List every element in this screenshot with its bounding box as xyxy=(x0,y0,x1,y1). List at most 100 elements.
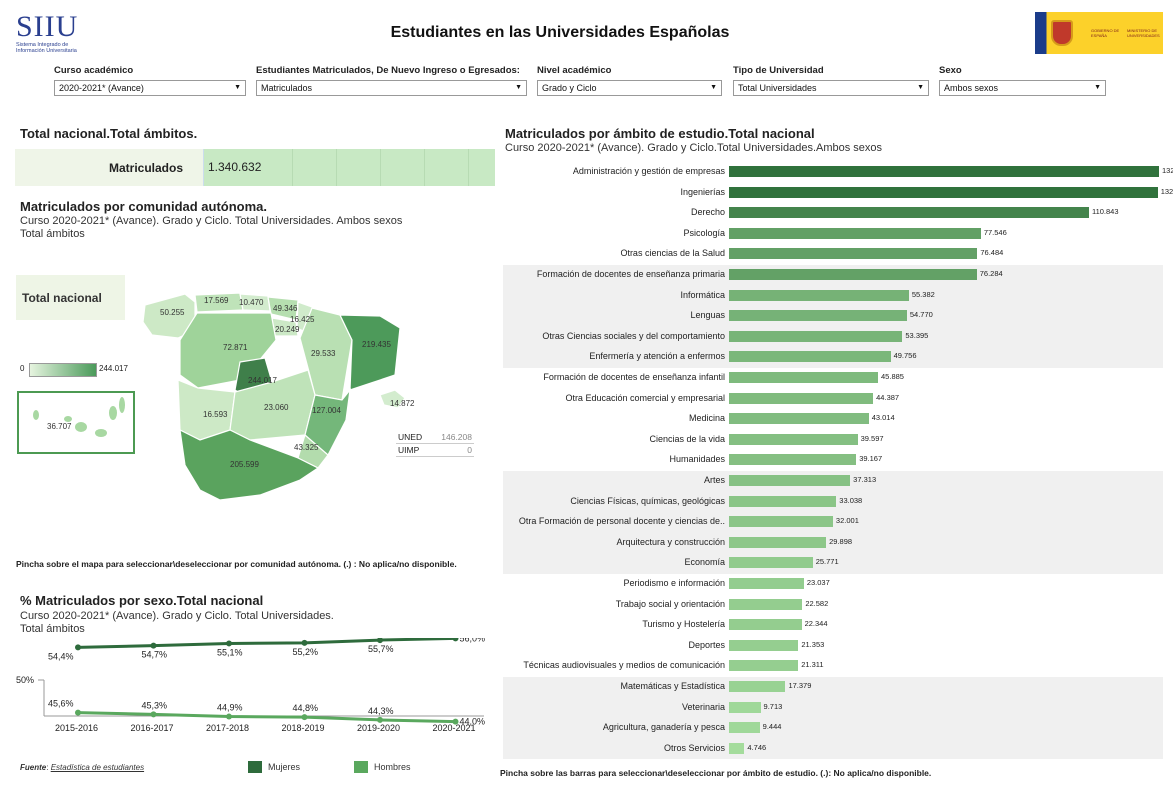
bar[interactable] xyxy=(729,495,837,507)
bar[interactable] xyxy=(729,310,907,322)
bar[interactable] xyxy=(729,186,1158,198)
uned-row[interactable]: UNED 146.208 xyxy=(396,431,474,444)
legend-mujeres[interactable]: Mujeres xyxy=(248,761,300,773)
bar-row[interactable]: Informática 55.382 xyxy=(503,285,1163,307)
bar[interactable] xyxy=(729,392,874,404)
bar[interactable] xyxy=(729,351,891,363)
sex-subtitle-2: Total ámbitos xyxy=(20,623,85,635)
total-value: 1.340.632 xyxy=(208,160,262,174)
bar-row[interactable]: Humanidades 39.167 xyxy=(503,450,1163,471)
x-tick-label: 2015-2016 xyxy=(55,723,98,733)
total-row[interactable]: Matriculados 1.340.632 xyxy=(15,149,495,186)
bar-category-label: Turismo y Hostelería xyxy=(642,619,725,630)
map-subtitle: Curso 2020-2021* (Avance). Grado y Ciclo… xyxy=(20,215,403,227)
bar-row[interactable]: Derecho 110.843 xyxy=(503,203,1163,224)
bar[interactable] xyxy=(729,598,803,610)
bar[interactable] xyxy=(729,248,978,260)
source-link[interactable]: Estadística de estudiantes xyxy=(50,763,145,772)
bar-value-label: 32.001 xyxy=(835,516,859,526)
bar-category-label: Ingenierías xyxy=(680,186,725,197)
tipo-universidad-value: Total Universidades xyxy=(738,83,817,93)
sexo-select[interactable]: Ambos sexos ▼ xyxy=(939,80,1106,96)
bar-category-label: Otra Educación comercial y empresarial xyxy=(565,392,725,403)
bar-row[interactable]: Turismo y Hostelería 22.344 xyxy=(503,615,1163,636)
region-canarias[interactable]: 36.707 xyxy=(17,391,135,454)
bar-category-label: Lenguas xyxy=(690,310,725,321)
curso-select[interactable]: 2020-2021* (Avance) ▼ xyxy=(54,80,246,96)
map-total-button[interactable]: Total nacional xyxy=(16,275,125,320)
bar-row[interactable]: Administración y gestión de empresas 132.… xyxy=(503,162,1173,183)
bar[interactable] xyxy=(729,578,804,589)
x-tick-label: 2017-2018 xyxy=(206,723,249,733)
uimp-label: UIMP xyxy=(398,445,420,455)
map-title: Matriculados por comunidad autónoma. xyxy=(20,199,268,214)
bar-row[interactable]: Otra Educación comercial y empresarial 44… xyxy=(503,389,1163,410)
bar-row[interactable]: Trabajo social y orientación 22.582 xyxy=(503,595,1163,616)
bar-row[interactable]: Ciencias de la vida 39.597 xyxy=(503,430,1163,451)
bar[interactable] xyxy=(729,722,760,734)
bar[interactable] xyxy=(729,227,981,239)
bar-value-label: 76.484 xyxy=(980,248,1004,258)
bar-row[interactable]: Periodismo e información 23.037 xyxy=(503,574,1163,595)
bar-value-label: 39.597 xyxy=(860,433,884,443)
bar[interactable] xyxy=(729,166,1159,177)
bar-row[interactable]: Ciencias Físicas, químicas, geológicas 33… xyxy=(503,491,1163,513)
region-paisvasco[interactable] xyxy=(267,296,299,321)
bar-row[interactable]: Veterinaria 9.713 xyxy=(503,697,1163,719)
bar-value-label: 21.353 xyxy=(801,639,825,649)
point-hombres xyxy=(377,716,383,723)
region-cataluna[interactable] xyxy=(339,314,401,391)
legend-hombres[interactable]: Hombres xyxy=(354,761,411,773)
bar-row[interactable]: Técnicas audiovisuales y medios de comun… xyxy=(503,656,1163,677)
bar-value-label: 55.382 xyxy=(911,289,935,299)
bar[interactable] xyxy=(729,289,909,301)
bar-row[interactable]: Arquitectura y construcción 29.898 xyxy=(503,532,1163,554)
bar[interactable] xyxy=(729,330,903,342)
bar-row[interactable]: Matemáticas y Estadística 17.379 xyxy=(503,677,1163,698)
bar[interactable] xyxy=(729,475,851,486)
bar-row[interactable]: Economía 25.771 xyxy=(503,553,1163,574)
sex-title: % Matriculados por sexo.Total nacional xyxy=(20,593,264,608)
uimp-row[interactable]: UIMP 0 xyxy=(396,444,474,457)
bar[interactable] xyxy=(729,372,879,383)
bar-row[interactable]: Otras ciencias de la Salud 76.484 xyxy=(503,244,1163,265)
bar-row[interactable]: Formación de docentes de enseñanza prima… xyxy=(503,265,1163,286)
bar[interactable] xyxy=(729,207,1089,219)
point-label-hombres: 44,8% xyxy=(293,703,319,713)
bar-row[interactable]: Otros Servicios 4.746 xyxy=(503,738,1163,760)
region-andalucia[interactable] xyxy=(179,428,320,501)
bar[interactable] xyxy=(729,454,857,466)
bar[interactable] xyxy=(729,269,977,280)
bar-row[interactable]: Otras Ciencias sociales y del comportami… xyxy=(503,326,1163,348)
bar[interactable] xyxy=(729,536,827,548)
bar[interactable] xyxy=(729,742,745,754)
bar[interactable] xyxy=(729,557,813,569)
bar[interactable] xyxy=(729,413,869,425)
bar-row[interactable]: Medicina 43.014 xyxy=(503,409,1163,430)
bar-row[interactable]: Otra Formación de personal docente y cie… xyxy=(503,512,1163,533)
bar-category-label: Otras ciencias de la Salud xyxy=(620,248,725,259)
bar[interactable] xyxy=(729,639,799,651)
bar[interactable] xyxy=(729,701,761,713)
bar[interactable] xyxy=(729,433,858,445)
region-baleares[interactable] xyxy=(379,389,406,409)
bar-row[interactable]: Psicología 77.546 xyxy=(503,224,1163,245)
bar[interactable] xyxy=(729,516,833,528)
bar[interactable] xyxy=(729,681,786,692)
bar-row[interactable]: Formación de docentes de enseñanza infan… xyxy=(503,368,1163,389)
filter-tipo-estudiante: Estudiantes Matriculados, De Nuevo Ingre… xyxy=(256,65,527,96)
map-color-legend xyxy=(29,363,97,377)
bar[interactable] xyxy=(729,619,802,631)
nivel-select[interactable]: Grado y Ciclo ▼ xyxy=(537,80,722,96)
bar-category-label: Formación de docentes de enseñanza infan… xyxy=(543,372,725,382)
bar-row[interactable]: Ingenierías 132.007 xyxy=(503,183,1173,204)
bar-row[interactable]: Agricultura, ganadería y pesca 9.444 xyxy=(503,718,1163,739)
bar-row[interactable]: Deportes 21.353 xyxy=(503,636,1163,657)
point-mujeres xyxy=(75,644,81,651)
bar-row[interactable]: Artes 37.313 xyxy=(503,471,1163,492)
bar-row[interactable]: Lenguas 54.770 xyxy=(503,306,1163,327)
tipo-universidad-select[interactable]: Total Universidades ▼ xyxy=(733,80,929,96)
bar-row[interactable]: Enfermería y atención a enfermos 49.756 xyxy=(503,347,1163,368)
tipo-estudiante-select[interactable]: Matriculados ▼ xyxy=(256,80,527,96)
bar[interactable] xyxy=(729,660,799,672)
